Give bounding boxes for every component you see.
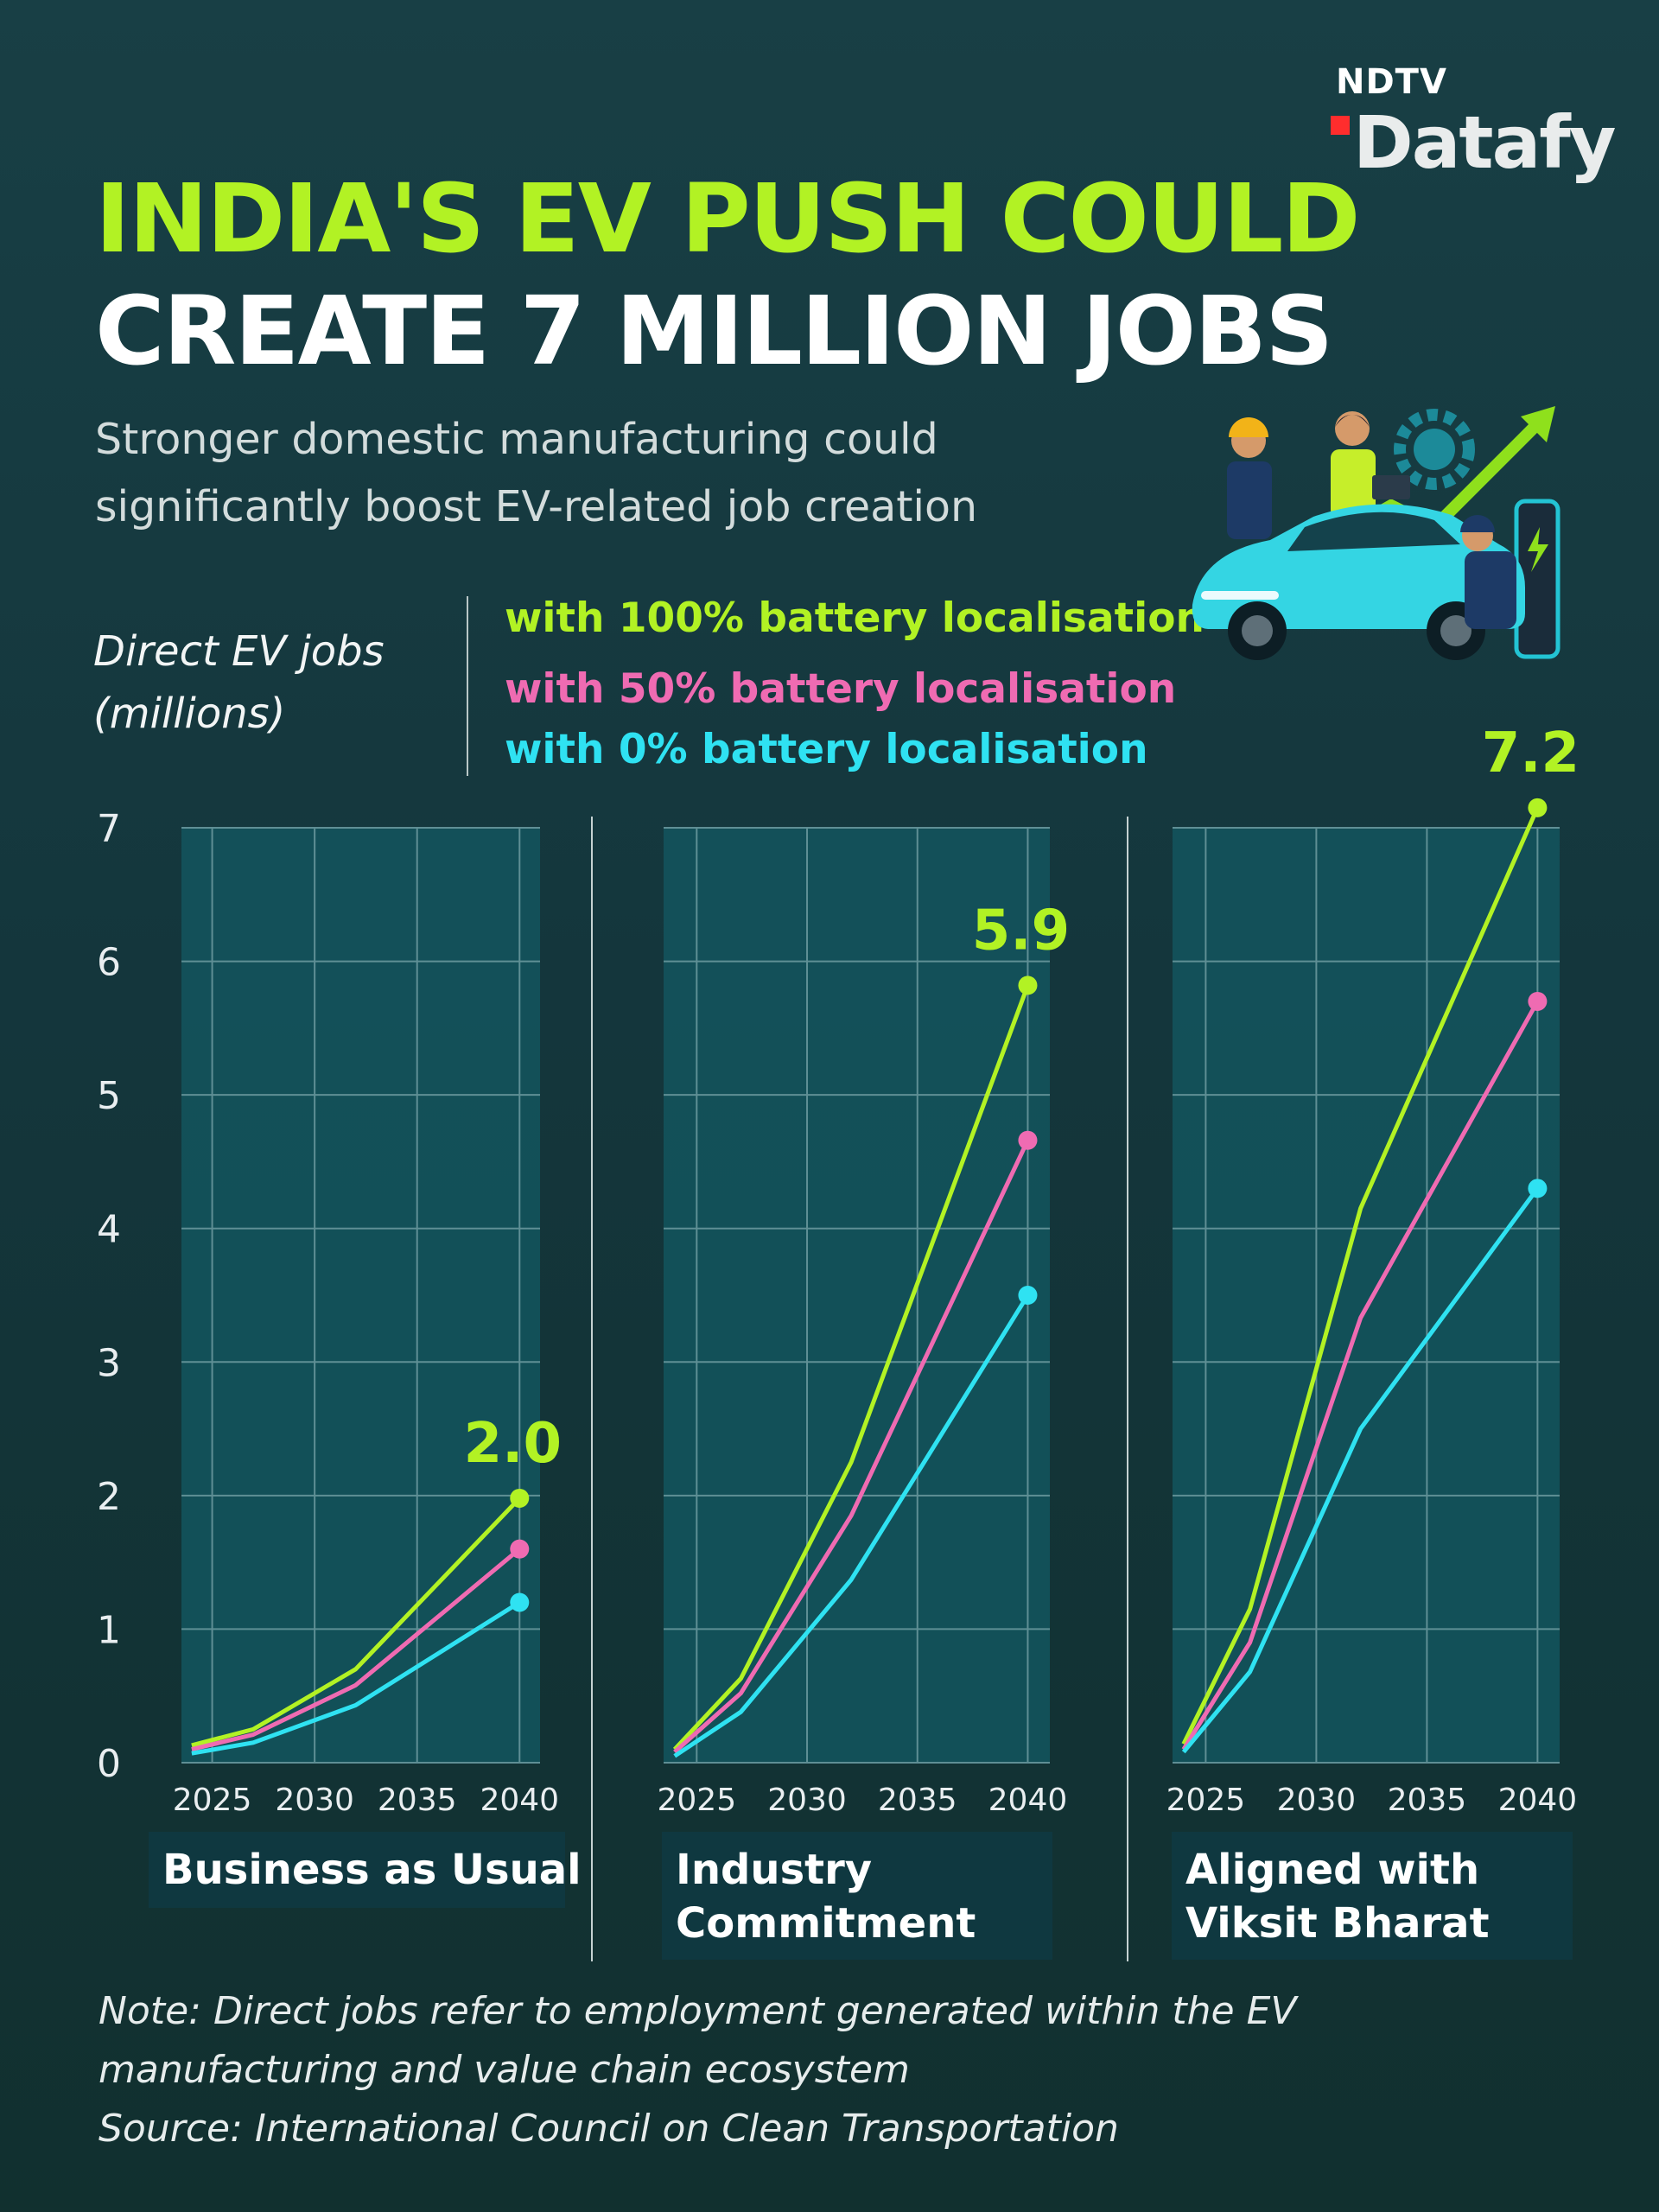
end-value-label: 2.0 bbox=[464, 1412, 562, 1476]
x-tick-label: 2040 bbox=[480, 1783, 559, 1818]
x-tick-label: 2025 bbox=[1166, 1783, 1246, 1818]
y-axis-label-line-1: Direct EV jobs bbox=[93, 627, 385, 676]
x-tick-label: 2030 bbox=[767, 1783, 847, 1818]
series-end-point-1 bbox=[510, 1488, 530, 1508]
y-tick-label: 1 bbox=[97, 1608, 121, 1652]
panel-title-box bbox=[149, 1832, 565, 1908]
panel-title-line-2: Commitment bbox=[676, 1899, 976, 1948]
brand-square-icon bbox=[1331, 116, 1350, 135]
chart-panel-3: 2025 2030 2035 2040 7.2 Aligned with Viksit Bh… bbox=[1166, 721, 1580, 1960]
y-tick-label: 7 bbox=[97, 807, 121, 851]
legend-item-100: with 100% battery localisation bbox=[505, 594, 1205, 642]
subtitle-line-1: Stronger domestic manufacturing could bbox=[95, 415, 938, 464]
series-end-point-1 bbox=[1528, 798, 1548, 817]
y-tick-label: 6 bbox=[97, 941, 121, 985]
series-end-point-2 bbox=[1018, 1130, 1038, 1150]
panel-title-line-1: Industry bbox=[676, 1846, 872, 1894]
series-end-point-3 bbox=[1018, 1286, 1038, 1305]
ev-workers-illustration bbox=[1192, 406, 1560, 660]
y-tick-label: 0 bbox=[97, 1742, 121, 1786]
x-tick-label: 2035 bbox=[378, 1783, 457, 1818]
chart-panel-2: 2025 2030 2035 2040 5.9 Industry Commitment bbox=[658, 827, 1070, 1960]
title-line-1: INDIA'S EV PUSH COULD bbox=[95, 163, 1361, 274]
subtitle: Stronger domestic manufacturing could si… bbox=[95, 406, 1166, 541]
note-line-2: manufacturing and value chain ecosystem bbox=[99, 2048, 910, 2092]
brand-logo: Datafy bbox=[1331, 100, 1617, 185]
plot-background bbox=[181, 828, 540, 1763]
y-axis-label-line-2: (millions) bbox=[93, 690, 286, 738]
chart-panel-1: 2025 2030 2035 2040 2.0 Business as Usual bbox=[149, 827, 582, 1908]
series-end-point-1 bbox=[1018, 976, 1038, 995]
title-line-2: CREATE 7 MILLION JOBS bbox=[95, 276, 1333, 386]
series-line-2 bbox=[1181, 1000, 1540, 1751]
series-line-3 bbox=[1181, 1186, 1540, 1754]
x-tick-label: 2035 bbox=[1388, 1783, 1467, 1818]
series-end-point-2 bbox=[510, 1539, 530, 1559]
series-line-2 bbox=[191, 1547, 521, 1751]
panel-title-line-1: Aligned with bbox=[1185, 1846, 1479, 1894]
legend-item-50: with 50% battery localisation bbox=[505, 665, 1177, 713]
brand-top-text: NDTV bbox=[1336, 62, 1447, 102]
x-tick-label: 2035 bbox=[878, 1783, 957, 1818]
series-line-1 bbox=[1181, 806, 1540, 1745]
series-end-point-3 bbox=[1528, 1179, 1548, 1198]
series-end-point-3 bbox=[510, 1592, 530, 1612]
x-tick-label: 2030 bbox=[1277, 1783, 1357, 1818]
end-value-label: 5.9 bbox=[972, 899, 1070, 963]
end-value-label: 7.2 bbox=[1482, 721, 1580, 785]
legend-item-0: with 0% battery localisation bbox=[505, 726, 1148, 773]
panel-title-line-2: Viksit Bharat bbox=[1185, 1899, 1490, 1948]
y-axis-label: Direct EV jobs (millions) bbox=[93, 620, 385, 745]
y-tick-label: 2 bbox=[97, 1475, 121, 1519]
legend-divider bbox=[467, 596, 468, 776]
plot-background bbox=[664, 828, 1050, 1763]
x-tick-label: 2030 bbox=[275, 1783, 354, 1818]
brand-main-text: Datafy bbox=[1353, 100, 1617, 185]
y-tick-label: 3 bbox=[97, 1341, 121, 1385]
subtitle-line-2: significantly boost EV-related job creat… bbox=[95, 482, 978, 531]
series-end-point-2 bbox=[1528, 991, 1548, 1011]
series-line-1 bbox=[672, 984, 1030, 1751]
series-line-3 bbox=[673, 1294, 1030, 1758]
panel-title-line-1: Business as Usual bbox=[162, 1846, 582, 1894]
series-line-2 bbox=[673, 1139, 1030, 1754]
x-tick-label: 2025 bbox=[173, 1783, 252, 1818]
x-tick-label: 2025 bbox=[658, 1783, 737, 1818]
panel-title-box bbox=[1172, 1832, 1573, 1960]
plot-background bbox=[1173, 828, 1560, 1763]
source-text: Source: International Council on Clean T… bbox=[99, 2107, 1119, 2151]
panel-title-box bbox=[662, 1832, 1052, 1960]
note-line-1: Note: Direct jobs refer to employment ge… bbox=[99, 1989, 1297, 2033]
x-tick-label: 2040 bbox=[988, 1783, 1068, 1818]
y-tick-label: 4 bbox=[97, 1208, 121, 1252]
brand-top: NDTV bbox=[1336, 62, 1447, 102]
series-line-1 bbox=[191, 1497, 522, 1748]
y-tick-label: 5 bbox=[97, 1074, 121, 1118]
x-tick-label: 2040 bbox=[1498, 1783, 1578, 1818]
series-line-3 bbox=[191, 1600, 521, 1756]
